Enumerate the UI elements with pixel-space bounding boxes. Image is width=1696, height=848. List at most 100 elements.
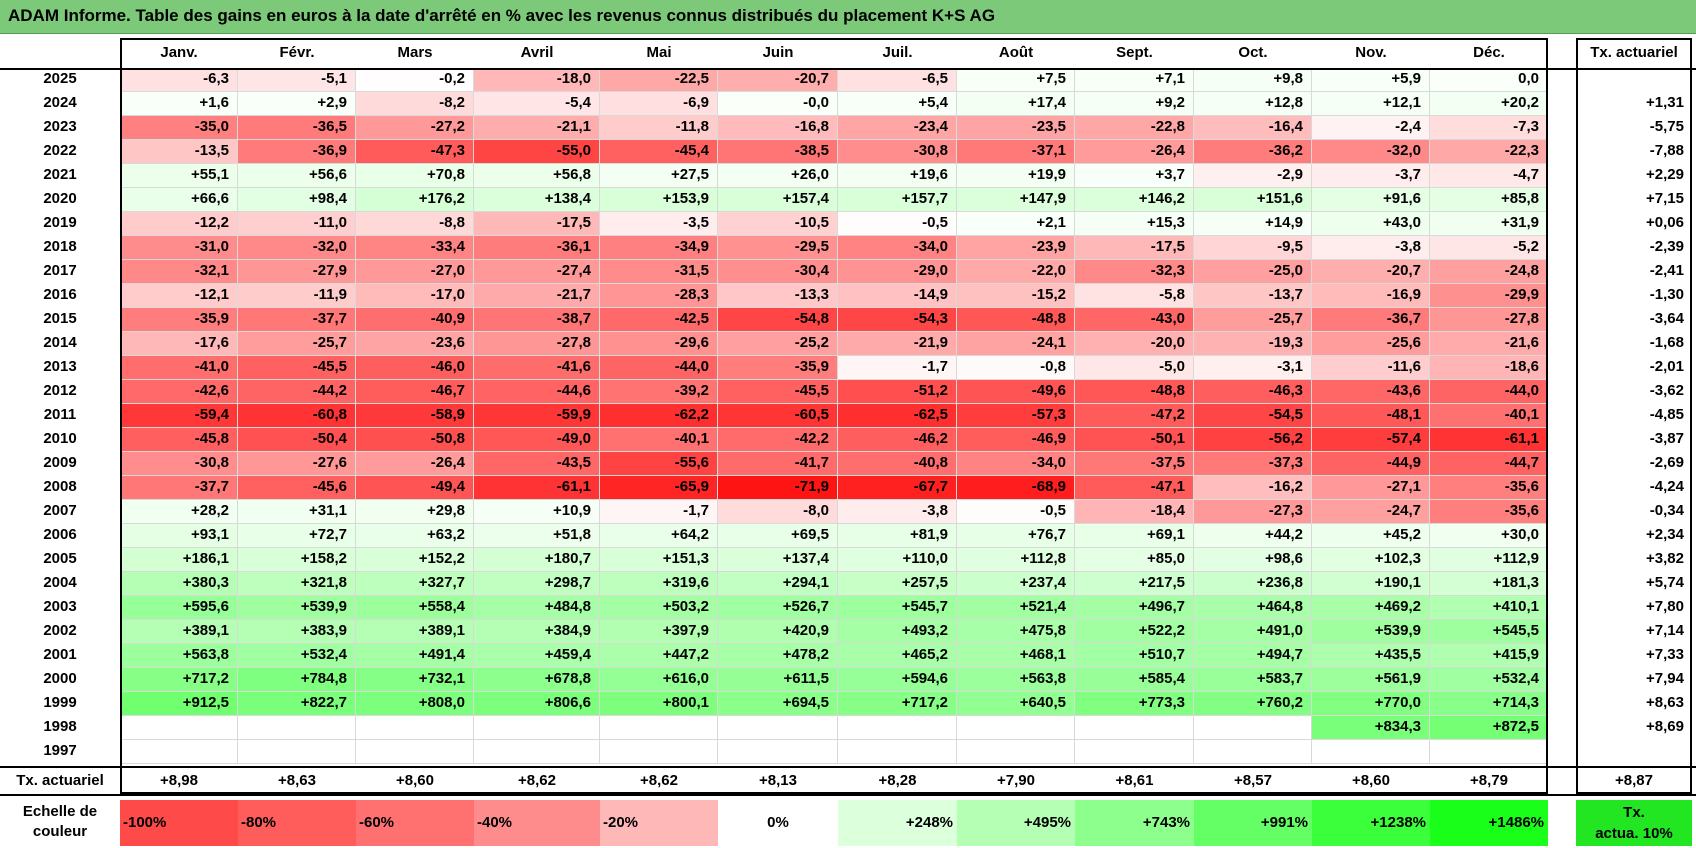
heatmap-cell: -60,8 (238, 404, 356, 428)
heatmap-cell (718, 716, 838, 740)
heatmap-cell: -29,5 (718, 236, 838, 260)
scale-stop: -100% (120, 800, 238, 846)
heatmap-cell (838, 716, 957, 740)
heatmap-cell: +389,1 (120, 620, 238, 644)
heatmap-cell: -61,1 (1430, 428, 1548, 452)
year-label: 2013 (43, 358, 77, 375)
heatmap-cell: -26,4 (1075, 140, 1194, 164)
heatmap-cell: -5,0 (1075, 356, 1194, 380)
heatmap-cell: +19,6 (838, 164, 957, 188)
heatmap-cell: -31,5 (600, 260, 718, 284)
heatmap-cell: +112,8 (957, 548, 1075, 572)
heatmap-cell: +694,5 (718, 692, 838, 716)
heatmap-cell (1194, 716, 1312, 740)
heatmap-cell: -24,1 (957, 332, 1075, 356)
month-header: Janv. (160, 44, 198, 61)
heatmap-cell: -62,5 (838, 404, 957, 428)
heatmap-cell: -16,9 (1312, 284, 1430, 308)
heatmap-cell: +503,2 (600, 596, 718, 620)
heatmap-cell: -25,6 (1312, 332, 1430, 356)
heatmap-cell: +521,4 (957, 596, 1075, 620)
heatmap-cell: +563,8 (120, 644, 238, 668)
year-label: 2002 (43, 622, 77, 639)
heatmap-cell: +298,7 (474, 572, 600, 596)
heatmap-cell: -62,2 (600, 404, 718, 428)
tx-actuariel-cell: +7,94 (1646, 670, 1684, 687)
heatmap-cell: +800,1 (600, 692, 718, 716)
tx-actuariel-cell: -2,39 (1649, 238, 1684, 255)
heatmap-cell: -25,2 (718, 332, 838, 356)
heatmap-cell: +475,8 (957, 620, 1075, 644)
heatmap-cell (238, 740, 356, 764)
heatmap-cell: +147,9 (957, 188, 1075, 212)
scale-stop: +1238% (1312, 800, 1430, 846)
heatmap-cell: -37,7 (238, 308, 356, 332)
heatmap-cell: -40,9 (356, 308, 474, 332)
heatmap-cell: +44,2 (1194, 524, 1312, 548)
heatmap-cell: -37,5 (1075, 452, 1194, 476)
heatmap-cell: -18,0 (474, 68, 600, 92)
footer-value: +8,62 (518, 772, 556, 789)
heatmap-cell: -25,0 (1194, 260, 1312, 284)
scale-stop: -40% (474, 800, 600, 846)
heatmap-cell: -42,2 (718, 428, 838, 452)
heatmap-cell: +491,4 (356, 644, 474, 668)
heatmap-cell: -34,0 (957, 452, 1075, 476)
heatmap-cell: -17,0 (356, 284, 474, 308)
tx-actuariel-cell: -7,88 (1649, 142, 1684, 159)
year-label: 2018 (43, 238, 77, 255)
year-label: 2017 (43, 262, 77, 279)
heatmap-cell: +510,7 (1075, 644, 1194, 668)
heatmap-cell: -7,3 (1430, 116, 1548, 140)
tx-actuariel-cell: -3,87 (1649, 430, 1684, 447)
scale-label-line2: couleur (32, 823, 88, 840)
heatmap-cell: -13,5 (120, 140, 238, 164)
year-label: 2006 (43, 526, 77, 543)
footer-divider (0, 766, 1696, 768)
heatmap-cell: +760,2 (1194, 692, 1312, 716)
heatmap-cell: +561,9 (1312, 668, 1430, 692)
footer-value: +7,90 (997, 772, 1035, 789)
scale-stop: +248% (838, 800, 957, 846)
tx-actuariel-cell: -3,62 (1649, 382, 1684, 399)
heatmap-cell: -49,0 (474, 428, 600, 452)
heatmap-cell: -20,0 (1075, 332, 1194, 356)
heatmap-cell: +19,9 (957, 164, 1075, 188)
year-label: 2015 (43, 310, 77, 327)
heatmap-cell (838, 740, 957, 764)
footer-value: +8,98 (160, 772, 198, 789)
heatmap-cell: -27,2 (356, 116, 474, 140)
tx-actuariel-cell: +1,31 (1646, 94, 1684, 111)
heatmap-cell: -9,5 (1194, 236, 1312, 260)
heatmap-cell: -21,1 (474, 116, 600, 140)
heatmap-cell: +12,8 (1194, 92, 1312, 116)
heatmap-cell: +469,2 (1312, 596, 1430, 620)
heatmap-cell: -40,1 (600, 428, 718, 452)
heatmap-cell: -0,5 (838, 212, 957, 236)
tx-actuariel-cell: +7,33 (1646, 646, 1684, 663)
heatmap-cell: -23,6 (356, 332, 474, 356)
heatmap-cell: +98,4 (238, 188, 356, 212)
heatmap-cell: +389,1 (356, 620, 474, 644)
heatmap-cell: +17,4 (957, 92, 1075, 116)
heatmap-cell: -30,4 (718, 260, 838, 284)
heatmap-cell: -57,4 (1312, 428, 1430, 452)
year-label: 2001 (43, 646, 77, 663)
tx-actuariel-cell: +2,34 (1646, 526, 1684, 543)
scale-stop: +743% (1075, 800, 1194, 846)
heatmap-cell: -36,2 (1194, 140, 1312, 164)
heatmap-cell: -50,8 (356, 428, 474, 452)
year-label: 2021 (43, 166, 77, 183)
heatmap-cell: -29,6 (600, 332, 718, 356)
month-header: Déc. (1473, 44, 1505, 61)
heatmap-cell: +806,6 (474, 692, 600, 716)
heatmap-cell: -45,8 (120, 428, 238, 452)
heatmap-cell: -27,8 (1430, 308, 1548, 332)
heatmap-cell: -34,0 (838, 236, 957, 260)
heatmap-cell: -13,3 (718, 284, 838, 308)
tx-actuariel-cell: +5,74 (1646, 574, 1684, 591)
footer-value: +8,79 (1470, 772, 1508, 789)
heatmap-cell: -45,4 (600, 140, 718, 164)
month-header: Août (998, 44, 1034, 61)
heatmap-cell: -46,0 (356, 356, 474, 380)
